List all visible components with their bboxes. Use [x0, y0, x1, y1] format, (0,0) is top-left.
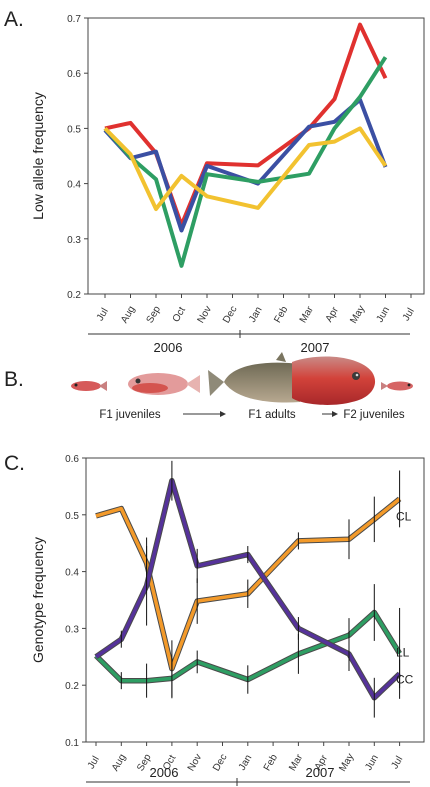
x-tick-label: Jul — [86, 754, 102, 771]
series-line — [104, 22, 388, 227]
x-tick-label: Jan — [247, 305, 265, 324]
x-tick-label: Nov — [196, 304, 214, 325]
series-label: CC — [396, 673, 414, 687]
panel-a-year-2007: 2007 — [301, 340, 330, 355]
panel-c-year-2006: 2006 — [150, 765, 179, 780]
fish-f2-juvenile — [381, 381, 413, 391]
x-tick-label: Aug — [110, 752, 128, 773]
x-tick-label: Jul — [95, 306, 111, 323]
x-tick-label: Jan — [237, 753, 255, 772]
y-tick-label: 0.5 — [65, 511, 79, 522]
y-tick-label: 0.4 — [67, 180, 81, 191]
series-line — [94, 610, 402, 683]
x-tick-label: Dec — [221, 304, 239, 325]
x-tick-label: Jul — [401, 306, 417, 323]
arrow-icon — [183, 411, 226, 417]
panel-c-letter: C. — [4, 452, 25, 475]
panel-a-y-axis-title: Low allele frequency — [30, 92, 46, 220]
x-tick-label: Mar — [298, 304, 316, 325]
fish-f1-juvenile-large — [128, 373, 200, 395]
x-tick-label: Aug — [119, 304, 137, 325]
panel-c-y-axis-title: Genotype frequency — [30, 537, 46, 663]
panel-c-plot-frame — [85, 457, 425, 743]
y-tick-label: 0.4 — [65, 568, 79, 579]
series-line — [95, 497, 401, 671]
panel-c-series — [94, 460, 402, 718]
x-tick-label: Jun — [375, 305, 393, 324]
x-tick-label: Nov — [186, 752, 204, 773]
y-tick-label: 0.1 — [65, 738, 79, 749]
y-tick-label: 0.2 — [65, 681, 79, 692]
panel-a: A. Low allele frequency 0.20.30.40.50.60… — [4, 8, 425, 355]
panel-a-year-2006: 2006 — [154, 340, 183, 355]
series-line — [103, 56, 388, 268]
panel-a-x-ticks: Jul Aug Sep Oct Nov Dec Jan Feb Mar Apr May Jun Jul — [95, 294, 417, 326]
panel-c-x-ticks: Jul Aug Sep Oct Nov Dec Jan Feb Mar Apr May Jun Jul — [86, 742, 405, 774]
fish-f1-adult — [208, 352, 376, 405]
x-tick-label: May — [337, 752, 356, 774]
panel-a-series — [103, 22, 388, 268]
panel-a-plot-frame — [87, 17, 425, 295]
x-tick-label: Oct — [171, 305, 188, 324]
series-line — [103, 126, 388, 211]
series-label: CL — [396, 510, 412, 524]
arrow-icon — [322, 411, 338, 417]
y-tick-label: 0.6 — [65, 454, 79, 465]
stage-label-f2-juveniles: F2 juveniles — [343, 409, 405, 421]
x-tick-label: Apr — [324, 305, 342, 325]
x-tick-label: Jun — [363, 753, 381, 772]
x-tick-label: Feb — [272, 304, 290, 325]
panel-b: B. F1 juveniles F1 — [4, 352, 413, 421]
y-tick-label: 0.2 — [67, 290, 81, 301]
y-tick-label: 0.3 — [65, 624, 79, 635]
x-tick-label: Sep — [145, 304, 164, 325]
x-tick-label: Mar — [287, 752, 305, 773]
panel-c-year-2007: 2007 — [306, 765, 335, 780]
panel-a-y-ticks: 0.2 0.3 0.4 0.5 0.6 0.7 — [67, 14, 88, 301]
panel-c: C. Genotype frequency 0.1 0.2 0.3 0.4 0.5 0.6… — [4, 452, 425, 786]
stage-label-f1-juveniles: F1 juveniles — [99, 409, 161, 421]
series-label: LL — [396, 645, 410, 659]
y-tick-label: 0.6 — [67, 69, 81, 80]
x-tick-label: Feb — [262, 752, 280, 773]
x-tick-label: Jul — [389, 754, 405, 771]
panel-a-letter: A. — [4, 8, 24, 31]
panel-c-y-ticks: 0.1 0.2 0.3 0.4 0.5 0.6 — [65, 454, 86, 749]
x-tick-label: May — [348, 304, 367, 326]
panel-b-letter: B. — [4, 368, 24, 391]
x-tick-label: Dec — [211, 752, 229, 773]
panel-c-series-labels: CL LL CC — [396, 510, 414, 687]
fish-f1-juvenile-small — [71, 381, 107, 391]
y-tick-label: 0.7 — [67, 14, 81, 25]
y-tick-label: 0.5 — [67, 124, 81, 135]
stage-label-f1-adults: F1 adults — [248, 409, 296, 421]
y-tick-label: 0.3 — [67, 235, 81, 246]
series-line — [95, 478, 401, 700]
